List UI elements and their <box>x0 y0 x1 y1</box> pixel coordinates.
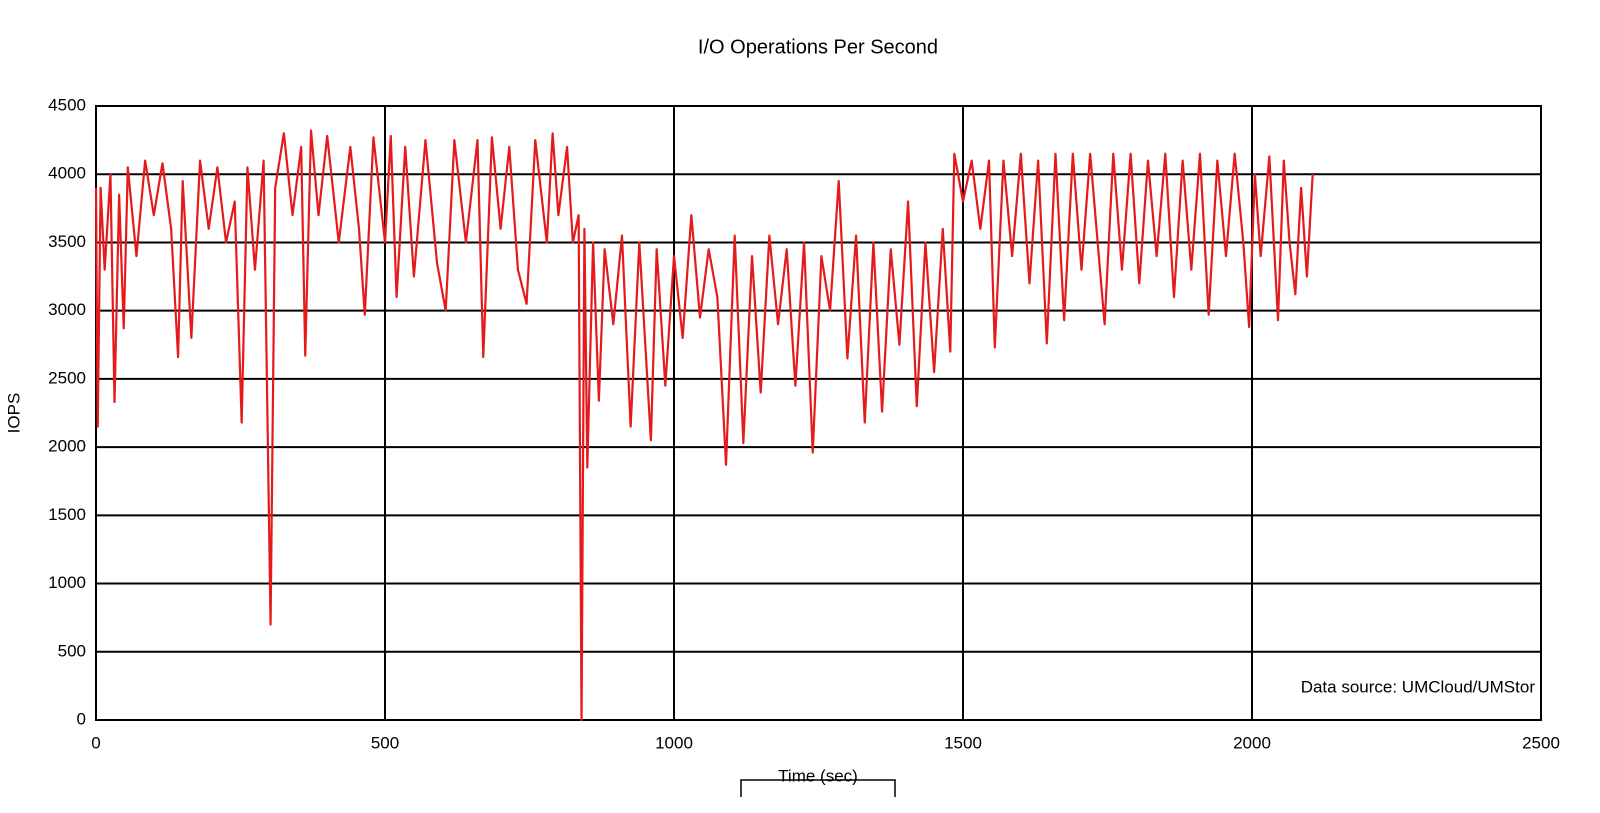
y-tick-label: 3000 <box>48 300 86 319</box>
y-tick-label: 2000 <box>48 437 86 456</box>
x-tick-label: 0 <box>91 733 100 752</box>
y-axis-label: IOPS <box>4 393 23 434</box>
y-tick-label: 500 <box>58 641 86 660</box>
x-tick-label: 500 <box>371 733 399 752</box>
y-tick-label: 3500 <box>48 232 86 251</box>
x-tick-label: 1500 <box>944 733 982 752</box>
plot-frame <box>95 105 1542 721</box>
y-tick-label: 4000 <box>48 164 86 183</box>
y-tick-label: 4500 <box>48 95 86 114</box>
y-tick-label: 0 <box>77 709 86 728</box>
legend-frame <box>740 779 896 797</box>
y-tick-label: 1000 <box>48 573 86 592</box>
x-tick-label: 2500 <box>1522 733 1560 752</box>
x-tick-label: 1000 <box>655 733 693 752</box>
chart-title: I/O Operations Per Second <box>698 36 938 58</box>
y-tick-label: 2500 <box>48 368 86 387</box>
x-tick-label: 2000 <box>1233 733 1271 752</box>
data-line <box>94 129 1314 722</box>
x-axis-label: Time (sec) <box>778 766 858 785</box>
annotation: Data source: UMCloud/UMStor <box>1301 677 1536 696</box>
y-tick-label: 1500 <box>48 505 86 524</box>
